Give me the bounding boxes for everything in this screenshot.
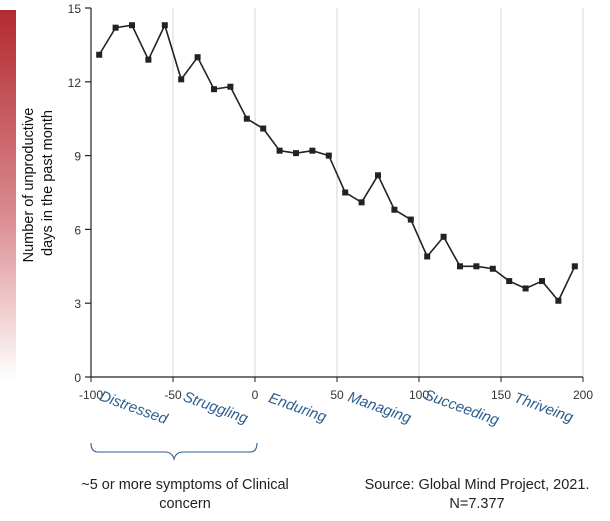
data-point [375,172,381,179]
data-point [293,150,299,157]
category-label: Managing [346,389,414,428]
category-label: Enduring [266,390,329,427]
data-point [571,263,578,270]
data-point [391,206,398,213]
data-point [440,233,447,240]
data-point [227,83,234,90]
data-point [473,263,480,270]
data-point [539,278,545,285]
y-tick-label: 3 [74,297,81,311]
accent-bar [0,10,16,380]
x-tick-label: 0 [252,388,259,402]
y-axis-label: Number of unproductive days in the past … [21,104,56,263]
data-point [276,147,283,154]
data-point [161,22,168,29]
y-ticks: 0 3 6 9 12 15 [68,2,91,385]
source-note: Source: Global Mind Project, 2021. N=7.3… [364,477,590,512]
data-point [243,115,250,122]
x-tick-label: 200 [573,388,593,402]
data-point [457,263,463,270]
data-point [342,189,349,196]
y-tick-label: 6 [74,223,81,237]
data-point [112,24,119,31]
x-tick-label: -50 [164,388,182,402]
category-label: Struggling [181,388,251,427]
x-tick-label: 100 [409,388,429,402]
data-point [129,22,135,29]
data-point [178,76,185,83]
series [96,22,578,304]
category-label: Succeeding [422,386,502,429]
y-axis-label-line-2: days in the past month [40,110,56,256]
data-point [358,199,365,206]
y-tick-label: 0 [74,371,81,385]
y-axis-label-line-1: Number of unproductive [21,108,37,263]
y-tick-label: 9 [74,150,81,164]
data-point [522,285,529,292]
data-point [325,152,332,159]
x-tick-label: -100 [79,388,103,402]
category-label: Distressed [97,388,170,428]
clinical-concern-bracket [90,442,258,461]
data-point [260,125,267,132]
x-tick-label: 50 [330,388,344,402]
x-tick-label: 150 [491,388,511,402]
data-point [96,51,103,58]
data-point [555,297,562,304]
data-point [407,216,414,223]
data-point [309,147,316,154]
x-ticks: -100 -50 0 50 100 150 200 [79,377,593,402]
data-point [194,54,201,61]
category-label: Thriveing [512,389,576,426]
data-point [424,253,431,260]
data-point [489,265,496,272]
grid [172,8,584,377]
data-point [506,278,513,285]
y-tick-label: 15 [68,2,82,16]
data-point [145,56,152,63]
clinical-concern-note: ~5 or more symptoms of Clinical concern [81,477,289,512]
data-point [211,86,217,93]
y-tick-label: 12 [68,76,82,90]
